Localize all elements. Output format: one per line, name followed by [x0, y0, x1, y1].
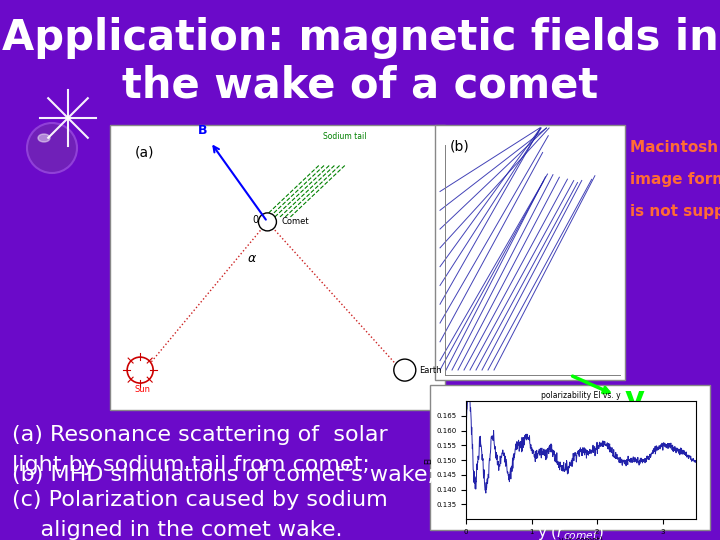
Text: image format: image format — [630, 172, 720, 187]
Text: Sun: Sun — [134, 385, 150, 394]
Circle shape — [127, 357, 153, 383]
Text: Earth: Earth — [419, 366, 441, 375]
Bar — [430, 385, 710, 530]
Text: (c): (c) — [478, 407, 497, 421]
Text: (a): (a) — [135, 145, 155, 159]
Title: polarizability El vs. y: polarizability El vs. y — [541, 392, 621, 401]
Text: y ($r_{comet}$): y ($r_{comet}$) — [536, 523, 603, 540]
Y-axis label: El: El — [424, 457, 433, 464]
Text: the wake of a comet: the wake of a comet — [122, 64, 598, 106]
Text: Sodium tail: Sodium tail — [323, 132, 366, 141]
Text: (a) Resonance scattering of  solar
light by sodium tail from comet;: (a) Resonance scattering of solar light … — [12, 425, 388, 475]
Bar — [435, 125, 625, 380]
Bar — [110, 125, 445, 410]
Circle shape — [258, 213, 276, 231]
Text: is not supported: is not supported — [630, 204, 720, 219]
Text: B: B — [198, 124, 207, 137]
Circle shape — [27, 123, 77, 173]
Text: v: v — [625, 386, 645, 415]
Circle shape — [394, 359, 416, 381]
Text: (b): (b) — [450, 140, 469, 154]
Text: (c) Polarization caused by sodium
    aligned in the comet wake.: (c) Polarization caused by sodium aligne… — [12, 490, 388, 539]
Text: Macintosh PIC: Macintosh PIC — [630, 140, 720, 155]
Ellipse shape — [38, 134, 50, 142]
Text: (b) MHD simulations of comet’s wake;: (b) MHD simulations of comet’s wake; — [12, 465, 435, 485]
X-axis label: y (r_comet): y (r_comet) — [559, 536, 603, 540]
Text: $\alpha$: $\alpha$ — [248, 252, 258, 265]
Text: Comet: Comet — [282, 218, 309, 226]
Text: Application: magnetic fields in: Application: magnetic fields in — [1, 17, 719, 59]
Text: 0: 0 — [253, 215, 258, 225]
